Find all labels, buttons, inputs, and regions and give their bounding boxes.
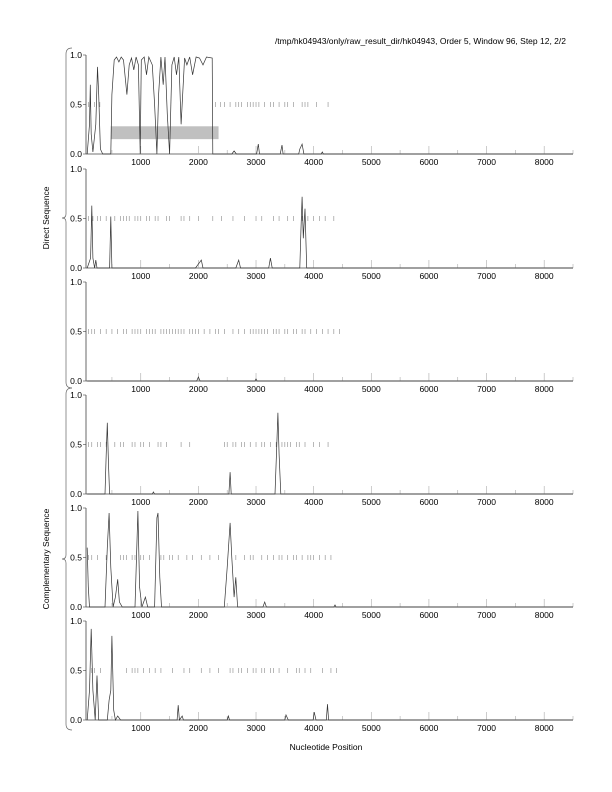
y-tick-label: 0.5: [70, 553, 82, 563]
y-tick-label: 0.5: [70, 100, 82, 110]
probability-curve: [86, 510, 573, 608]
x-tick-label: 2000: [189, 610, 208, 620]
x-tick-label: 1000: [131, 157, 150, 167]
y-tick-label: 1.0: [70, 616, 82, 626]
probability-curve: [86, 628, 573, 722]
x-tick-label: 5000: [362, 723, 381, 733]
x-tick-label: 2000: [189, 384, 208, 394]
x-tick-label: 7000: [477, 610, 496, 620]
probability-curve: [86, 196, 573, 269]
panel-3: 0.0 0.5 1.0 1000 2000 3000 4000 5000 6000 7000 800…: [70, 277, 574, 394]
x-tick-label: 5000: [362, 610, 381, 620]
x-tick-label: 1000: [131, 384, 150, 394]
x-tick-label: 8000: [535, 384, 554, 394]
x-tick-label: 4000: [304, 497, 323, 507]
x-tick-label: 3000: [247, 157, 266, 167]
x-tick-label: 3000: [247, 271, 266, 281]
x-tick-label: 8000: [535, 610, 554, 620]
x-tick-label: 1000: [131, 723, 150, 733]
x-tick-label: 5000: [362, 271, 381, 281]
x-tick-label: 3000: [247, 610, 266, 620]
y-tick-label: 0.0: [70, 489, 82, 499]
x-tick-label: 5000: [362, 157, 381, 167]
x-tick-label: 1000: [131, 610, 150, 620]
x-tick-label: 8000: [535, 157, 554, 167]
probability-curve: [87, 376, 573, 382]
y-tick-label: 0.0: [70, 149, 82, 159]
y-tick-label: 0.0: [70, 602, 82, 612]
y-tick-label: 1.0: [70, 503, 82, 513]
group-label-complementary: Complementary Sequence: [41, 508, 51, 609]
panel-4: 0.0 0.5 1.0 1000 2000 3000 4000 5000 6000 7000 800…: [70, 390, 574, 507]
probability-curve: [86, 55, 573, 155]
x-tick-label: 4000: [304, 723, 323, 733]
x-tick-label: 7000: [477, 384, 496, 394]
y-tick-label: 0.5: [70, 214, 82, 224]
x-tick-label: 6000: [419, 610, 438, 620]
x-tick-label: 1000: [131, 271, 150, 281]
x-tick-label: 3000: [247, 384, 266, 394]
x-tick-label: 1000: [131, 497, 150, 507]
x-tick-label: 4000: [304, 384, 323, 394]
x-tick-label: 3000: [247, 497, 266, 507]
y-tick-label: 1.0: [70, 50, 82, 60]
header-title: /tmp/hk04943/only/raw_result_dir/hk04943…: [275, 36, 566, 46]
y-tick-label: 0.5: [70, 440, 82, 450]
x-tick-label: 4000: [304, 271, 323, 281]
x-axis-label: Nucleotide Position: [290, 742, 363, 752]
x-tick-label: 6000: [419, 384, 438, 394]
x-tick-label: 7000: [477, 157, 496, 167]
x-tick-label: 5000: [362, 497, 381, 507]
x-tick-label: 8000: [535, 271, 554, 281]
x-tick-label: 2000: [189, 271, 208, 281]
x-tick-label: 6000: [419, 157, 438, 167]
y-tick-label: 0.5: [70, 327, 82, 337]
y-tick-label: 0.0: [70, 263, 82, 273]
x-tick-label: 6000: [419, 497, 438, 507]
panel-1: 0.0 0.5 1.0 1000 2000 3000 4000 5000 6000 7000 800…: [70, 50, 574, 167]
x-tick-label: 5000: [362, 384, 381, 394]
group-label-direct: Direct Sequence: [41, 186, 51, 249]
x-tick-label: 3000: [247, 723, 266, 733]
x-tick-label: 2000: [189, 157, 208, 167]
complementary-brace: [61, 387, 73, 731]
x-tick-label: 6000: [419, 271, 438, 281]
x-tick-label: 4000: [304, 610, 323, 620]
y-tick-label: 1.0: [70, 164, 82, 174]
x-tick-label: 7000: [477, 723, 496, 733]
y-tick-label: 0.0: [70, 376, 82, 386]
y-tick-label: 1.0: [70, 390, 82, 400]
y-tick-label: 0.5: [70, 666, 82, 676]
x-tick-label: 8000: [535, 723, 554, 733]
x-tick-label: 2000: [189, 497, 208, 507]
x-tick-label: 4000: [304, 157, 323, 167]
panel-2: 0.0 0.5 1.0 1000 2000 3000 4000 5000 6000 7000 800…: [70, 164, 574, 281]
x-tick-label: 7000: [477, 497, 496, 507]
y-tick-label: 0.0: [70, 715, 82, 725]
x-tick-label: 2000: [189, 723, 208, 733]
x-tick-label: 7000: [477, 271, 496, 281]
panel-5: 0.0 0.5 1.0 1000 2000 3000 4000 5000 6000 7000 800…: [70, 503, 574, 620]
highlight-region: [110, 126, 219, 140]
panel-6: 0.0 0.5 1.0 1000 2000 3000 4000 5000 6000 7000 800…: [70, 616, 574, 733]
probability-curve: [87, 412, 573, 495]
x-tick-label: 8000: [535, 497, 554, 507]
y-tick-label: 1.0: [70, 277, 82, 287]
direct-brace: [61, 47, 73, 389]
x-tick-label: 6000: [419, 723, 438, 733]
